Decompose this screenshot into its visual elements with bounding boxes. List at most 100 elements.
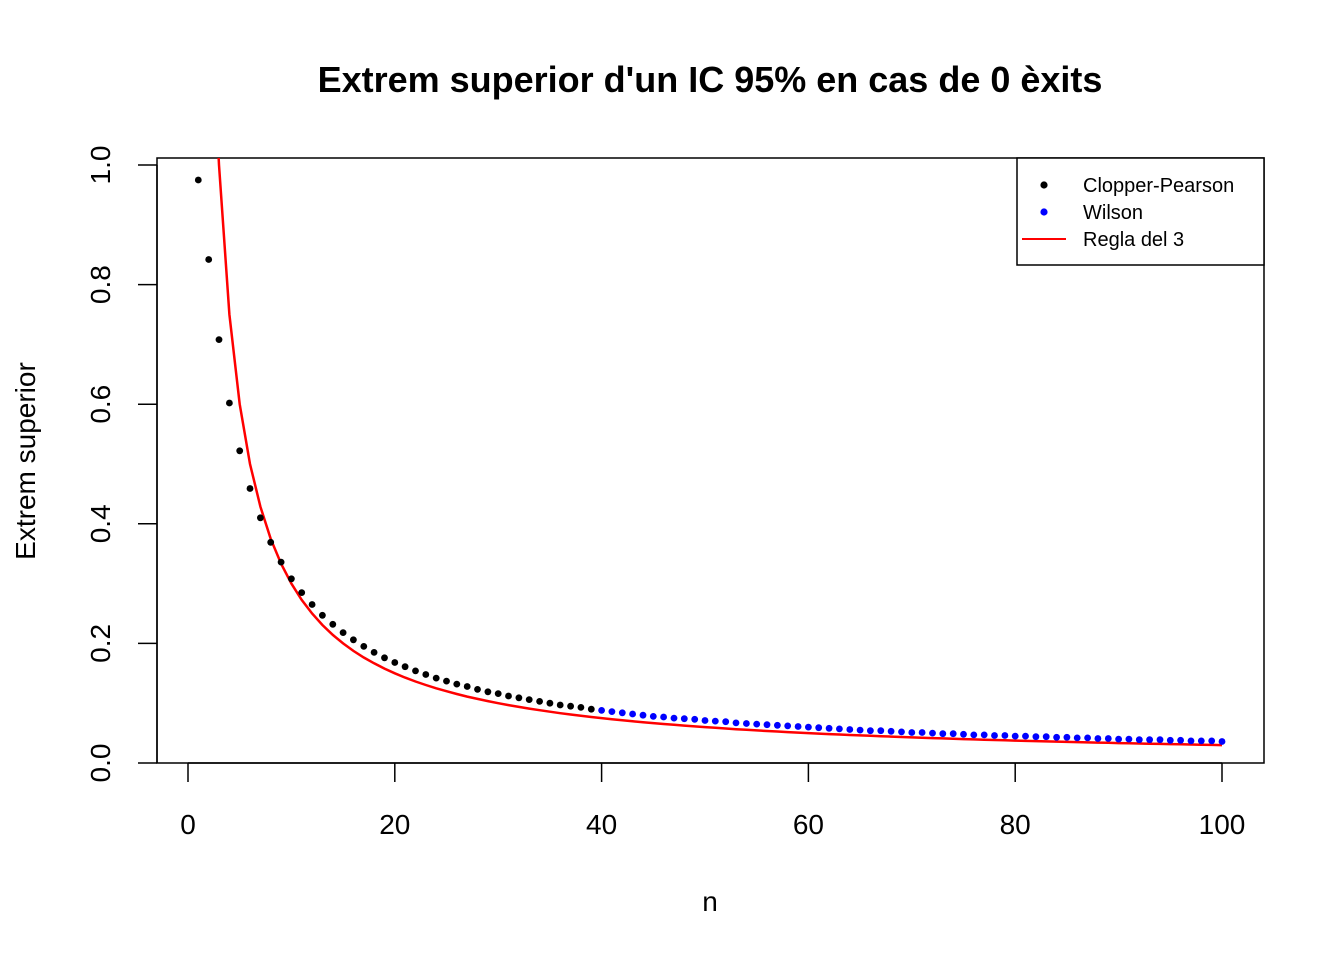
point-clopper-pearson xyxy=(474,686,481,693)
point-wilson xyxy=(929,729,936,737)
point-wilson xyxy=(991,732,998,739)
point-clopper-pearson xyxy=(267,538,275,546)
point-wilson xyxy=(618,709,626,717)
legend-label-clopper-pearson: Clopper-Pearson xyxy=(1083,175,1234,197)
point-clopper-pearson xyxy=(350,636,357,644)
point-wilson xyxy=(1094,735,1102,742)
chart-marks xyxy=(194,158,1226,747)
point-wilson xyxy=(1011,732,1019,740)
point-clopper-pearson xyxy=(277,558,285,566)
y-tick-label: 0.8 xyxy=(85,265,116,304)
point-wilson xyxy=(887,727,895,735)
point-clopper-pearson xyxy=(381,654,388,662)
point-wilson xyxy=(743,720,750,727)
point-wilson xyxy=(784,722,792,730)
point-wilson xyxy=(691,715,699,723)
y-tick-label: 0.6 xyxy=(85,385,116,424)
point-wilson xyxy=(867,727,874,735)
point-clopper-pearson xyxy=(587,705,595,713)
point-clopper-pearson xyxy=(422,671,430,678)
point-wilson xyxy=(1042,733,1050,741)
legend-marker-wilson xyxy=(1040,208,1048,216)
x-tick-label: 100 xyxy=(1199,809,1246,840)
point-clopper-pearson xyxy=(370,649,378,656)
point-clopper-pearson xyxy=(577,704,585,711)
point-wilson xyxy=(1146,736,1153,744)
point-wilson xyxy=(660,713,667,721)
point-wilson xyxy=(1187,737,1195,745)
point-wilson xyxy=(639,711,647,719)
point-clopper-pearson xyxy=(257,514,264,522)
point-wilson xyxy=(805,723,812,731)
point-wilson xyxy=(1001,732,1009,739)
point-wilson xyxy=(836,725,843,733)
point-clopper-pearson xyxy=(319,611,326,619)
point-clopper-pearson xyxy=(194,176,202,184)
point-wilson xyxy=(711,717,719,725)
point-wilson xyxy=(877,727,885,735)
x-tick-label: 40 xyxy=(586,809,617,840)
point-clopper-pearson xyxy=(525,696,533,703)
legend-label-wilson: Wilson xyxy=(1083,202,1143,224)
point-wilson xyxy=(763,721,771,729)
point-clopper-pearson xyxy=(360,643,368,650)
x-tick-label: 60 xyxy=(793,809,824,840)
point-clopper-pearson xyxy=(463,683,471,690)
point-wilson xyxy=(1053,733,1060,741)
point-wilson xyxy=(1125,735,1133,743)
point-wilson xyxy=(1032,733,1040,741)
x-axis: 0 20 40 60 80 100 xyxy=(180,762,1246,840)
point-wilson xyxy=(1063,733,1071,741)
legend: Clopper-Pearson Wilson Regla del 3 xyxy=(1016,157,1265,266)
point-wilson xyxy=(649,713,657,720)
y-tick-label: 0.4 xyxy=(85,504,116,543)
point-wilson xyxy=(753,720,761,728)
point-wilson xyxy=(1208,737,1216,745)
point-wilson xyxy=(1218,738,1226,745)
point-wilson xyxy=(825,724,833,732)
point-clopper-pearson xyxy=(453,680,461,688)
point-wilson xyxy=(1104,735,1112,742)
point-wilson xyxy=(1177,736,1184,744)
point-clopper-pearson xyxy=(546,699,554,707)
legend-marker-clopper-pearson xyxy=(1040,181,1048,189)
point-wilson xyxy=(939,730,947,738)
point-wilson xyxy=(722,718,730,726)
x-tick-label: 0 xyxy=(180,809,196,840)
point-clopper-pearson xyxy=(308,601,316,608)
point-wilson xyxy=(1084,734,1091,742)
y-axis: 0.0 0.2 0.4 0.6 0.8 1.0 xyxy=(85,146,158,783)
y-axis-label: Extrem superior xyxy=(10,362,41,560)
point-clopper-pearson xyxy=(339,629,347,636)
point-clopper-pearson xyxy=(298,589,306,596)
point-clopper-pearson xyxy=(432,674,440,682)
series-line-regla-del-3 xyxy=(217,158,1223,747)
point-clopper-pearson xyxy=(515,694,523,702)
y-tick-label: 1.0 xyxy=(85,146,116,185)
x-tick-label: 20 xyxy=(379,809,410,840)
point-wilson xyxy=(680,715,688,723)
point-clopper-pearson xyxy=(205,256,213,263)
point-wilson xyxy=(598,707,605,714)
point-wilson xyxy=(1135,736,1143,744)
point-clopper-pearson xyxy=(484,688,492,696)
point-clopper-pearson xyxy=(391,659,399,666)
point-clopper-pearson xyxy=(443,677,450,685)
point-wilson xyxy=(815,724,823,732)
point-wilson xyxy=(949,730,957,738)
x-axis-label: n xyxy=(702,886,718,917)
y-tick-label: 0.0 xyxy=(85,744,116,783)
point-wilson xyxy=(970,731,978,739)
point-wilson xyxy=(980,731,988,739)
point-wilson xyxy=(1166,736,1174,744)
point-clopper-pearson xyxy=(556,701,564,709)
point-wilson xyxy=(960,730,967,738)
point-clopper-pearson xyxy=(329,620,337,628)
point-wilson xyxy=(670,714,678,722)
point-wilson xyxy=(1156,736,1164,744)
point-clopper-pearson xyxy=(412,667,419,675)
y-tick-label: 0.2 xyxy=(85,624,116,663)
chart-title: Extrem superior d'un IC 95% en cas de 0 … xyxy=(318,59,1103,100)
point-wilson xyxy=(846,726,854,733)
